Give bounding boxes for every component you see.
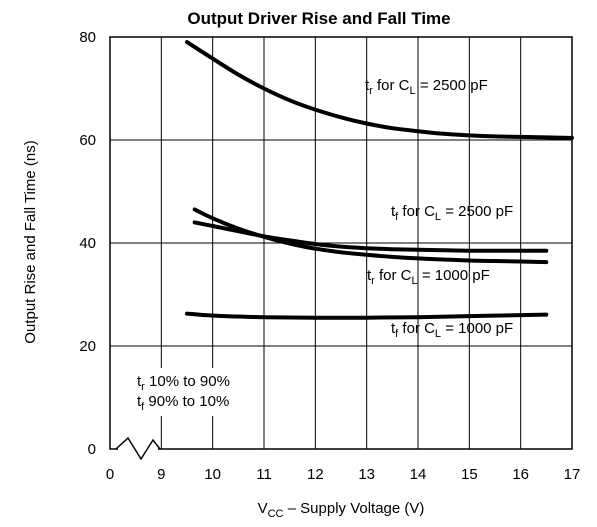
y-tick-label: 80 [79, 29, 96, 46]
x-axis-label: VCC – Supply Voltage (V) [258, 500, 425, 520]
x-tick-label: 17 [564, 466, 581, 483]
chart-title: Output Driver Rise and Fall Time [187, 9, 450, 28]
y-tick-label: 20 [79, 338, 96, 355]
note-fall-definition: tf 90% to 10% [137, 393, 229, 413]
x-tick-label: 10 [204, 466, 221, 483]
x-tick-label: 0 [106, 466, 114, 483]
grid-lines [110, 37, 572, 449]
x-tick-label: 13 [358, 466, 375, 483]
x-tick-label: 9 [157, 466, 165, 483]
y-axis-label: Output Rise and Fall Time (ns) [22, 140, 39, 343]
plot-frame [109, 36, 573, 450]
x-tick-label: 11 [256, 466, 272, 483]
tick-labels: 0 9 10 11 12 13 14 15 16 17 0 20 40 60 80 [79, 29, 580, 483]
series-line-2 [192, 220, 549, 253]
series-line-3 [185, 311, 549, 320]
axis-break-icon [115, 436, 161, 461]
label-tr-2500pf: tr for CL = 2500 pF [365, 77, 488, 97]
y-tick-label: 40 [79, 235, 96, 252]
series-layer [185, 40, 574, 320]
x-tick-label: 15 [461, 466, 478, 483]
label-tf-1000pf: tf for CL = 1000 pF [391, 320, 513, 340]
x-tick-label: 14 [410, 466, 427, 483]
x-tick-label: 12 [307, 466, 324, 483]
series-line-0 [185, 40, 574, 140]
y-tick-label: 60 [79, 132, 96, 149]
label-tr-1000pf: tr for CL = 1000 pF [367, 267, 490, 287]
x-tick-label: 16 [512, 466, 529, 483]
y-tick-label: 0 [88, 441, 96, 458]
label-tf-2500pf: tf for CL = 2500 pF [391, 203, 513, 223]
note-rise-definition: tr 10% to 90% [137, 373, 230, 393]
